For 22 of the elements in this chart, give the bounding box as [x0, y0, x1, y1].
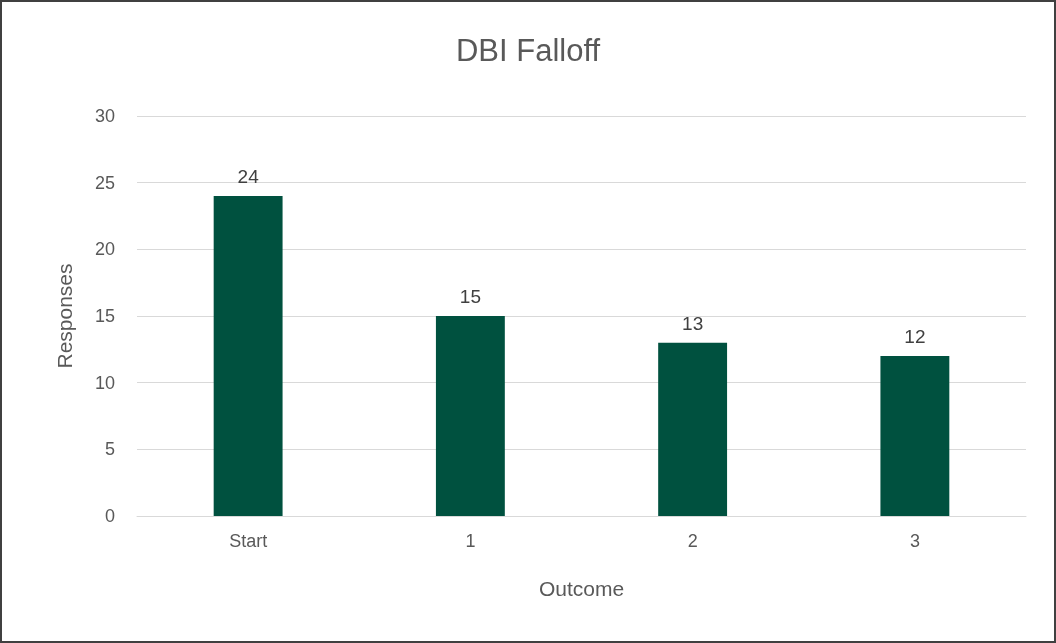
y-tick-label: 10	[94, 372, 115, 393]
bar	[880, 356, 950, 516]
x-tick-label: Start	[229, 531, 268, 551]
x-axis-title: Outcome	[538, 577, 625, 600]
x-tick-label: 2	[687, 531, 698, 551]
y-tick-label: 25	[94, 172, 115, 193]
y-tick-label: 20	[94, 239, 115, 260]
bar	[213, 196, 283, 516]
data-label: 15	[459, 286, 481, 307]
data-label: 12	[904, 326, 926, 347]
y-tick-label: 0	[104, 506, 115, 526]
y-tick-label: 15	[94, 306, 115, 326]
y-axis-title: Responses	[53, 263, 76, 369]
x-tick-label: 1	[465, 531, 476, 551]
y-tick-label: 30	[94, 106, 115, 126]
bar	[658, 342, 728, 516]
x-tick-label: 3	[909, 531, 920, 551]
chart-title: DBI Falloff	[455, 33, 601, 68]
bar	[435, 316, 505, 516]
data-label: 13	[682, 312, 704, 334]
y-tick-label: 5	[104, 439, 115, 460]
data-label: 24	[237, 166, 260, 187]
